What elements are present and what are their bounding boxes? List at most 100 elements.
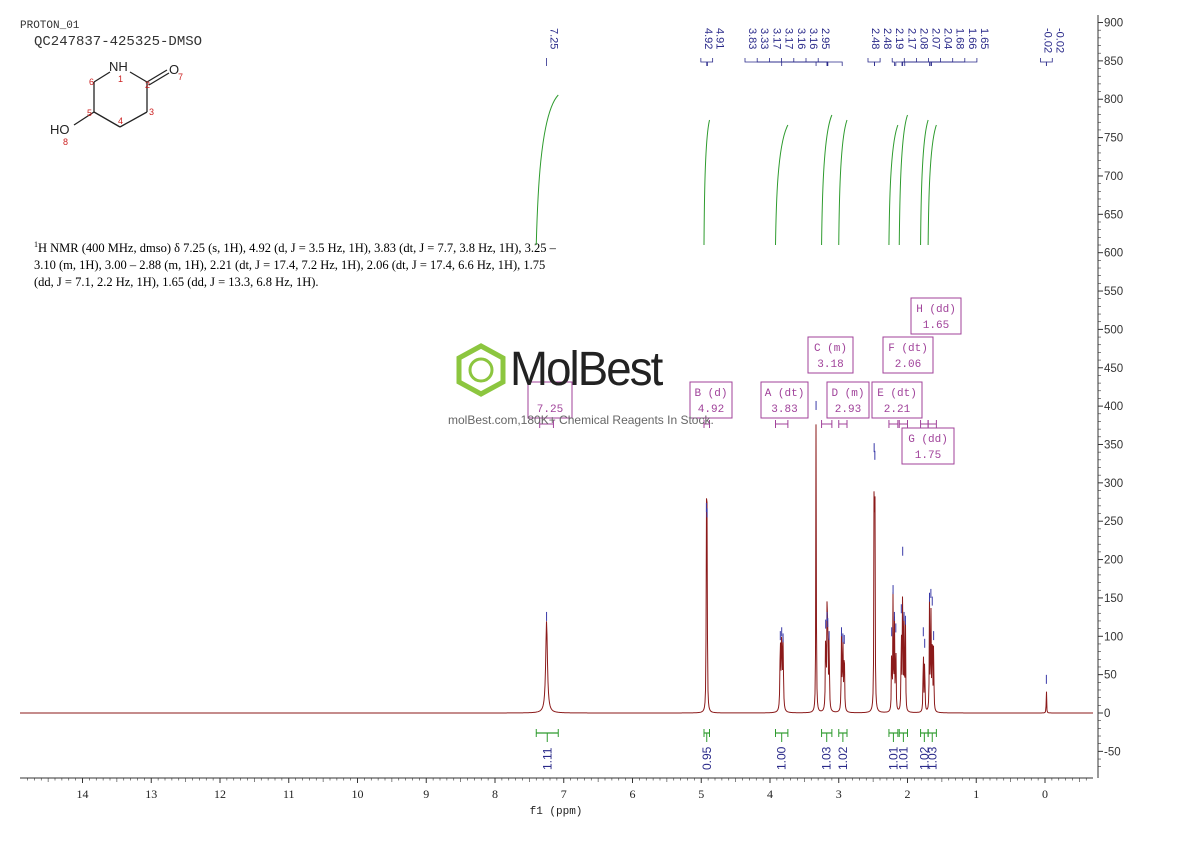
peak-label-leader bbox=[891, 58, 895, 66]
y-tick-label: 500 bbox=[1104, 324, 1123, 336]
peak-label: 2.48 bbox=[869, 28, 881, 49]
y-tick-label: 300 bbox=[1104, 478, 1123, 490]
y-tick-label: 0 bbox=[1104, 708, 1110, 720]
peak-label: 2.19 bbox=[893, 28, 905, 49]
integral-value: 1.03 bbox=[820, 746, 834, 770]
integral-curve bbox=[888, 124, 899, 246]
x-tick-label: 7 bbox=[561, 787, 567, 801]
integral-value: 1.02 bbox=[917, 746, 931, 770]
y-tick-label: 450 bbox=[1104, 363, 1123, 375]
peak-label: 3.83 bbox=[746, 28, 758, 49]
atom-number-1: 1 bbox=[118, 74, 123, 84]
y-tick-label: 100 bbox=[1104, 631, 1123, 643]
atom-number-3: 3 bbox=[149, 107, 154, 117]
atom-o: O bbox=[169, 62, 179, 77]
peak-label: -0.02 bbox=[1053, 28, 1065, 53]
y-tick-label: 700 bbox=[1104, 171, 1123, 183]
peak-label-leader bbox=[874, 58, 881, 66]
atom-number-5: 5 bbox=[87, 108, 92, 118]
multiplet-box bbox=[901, 427, 955, 465]
peak-label: 3.17 bbox=[783, 28, 795, 49]
peak-label: -0.02 bbox=[1041, 28, 1053, 53]
x-tick-label: 4 bbox=[767, 787, 773, 801]
y-tick-label: 600 bbox=[1104, 248, 1123, 260]
y-tick-label: 900 bbox=[1104, 18, 1123, 30]
multiplet-shift-label: 1.75 bbox=[915, 450, 941, 462]
peak-label-leader bbox=[931, 58, 978, 66]
peak-label-leader bbox=[1040, 58, 1047, 66]
x-tick-label: 9 bbox=[423, 787, 429, 801]
peak-label: 4.91 bbox=[714, 28, 726, 49]
integral-value: 1.01 bbox=[886, 746, 900, 770]
y-tick-label: 750 bbox=[1104, 133, 1123, 145]
multiplet-shift-label: 1.65 bbox=[923, 320, 949, 332]
integral-value: 1.00 bbox=[775, 746, 789, 770]
x-tick-label: 10 bbox=[352, 787, 364, 801]
multiplet-box bbox=[910, 297, 962, 335]
peak-label: 2.07 bbox=[930, 28, 942, 49]
integral-curve bbox=[898, 114, 908, 246]
x-tick-label: 3 bbox=[836, 787, 842, 801]
peak-label: 3.33 bbox=[758, 28, 770, 49]
multiplet-box bbox=[760, 381, 809, 419]
multiplet-box bbox=[826, 381, 870, 419]
y-tick-label: 800 bbox=[1104, 94, 1123, 106]
peak-label-leader bbox=[707, 58, 714, 66]
y-tick-label: 400 bbox=[1104, 401, 1123, 413]
y-tick-label: 650 bbox=[1104, 209, 1123, 221]
multiplet-type-label: C (m) bbox=[814, 343, 847, 355]
watermark-tagline: molBest.com,180K+ Chemical Reagents In S… bbox=[448, 413, 714, 427]
multiplet-shift-label: 2.21 bbox=[884, 404, 911, 416]
peak-label-leader bbox=[904, 58, 941, 66]
peak-label: 1.68 bbox=[954, 28, 966, 49]
integral-value: 0.95 bbox=[700, 746, 714, 770]
integral-value: 1.02 bbox=[836, 746, 850, 770]
peak-label-leader bbox=[895, 58, 905, 66]
peak-label: 3.17 bbox=[770, 28, 782, 49]
peak-label: 7.25 bbox=[548, 28, 560, 49]
x-tick-label: 8 bbox=[492, 787, 498, 801]
y-tick-label: 850 bbox=[1104, 56, 1123, 68]
x-tick-label: 14 bbox=[77, 787, 89, 801]
multiplet-type-label: A (dt) bbox=[765, 388, 805, 400]
y-tick-label: 200 bbox=[1104, 555, 1123, 567]
summary-line-3: (dd, J = 7.1, 2.2 Hz, 1H), 1.65 (dd, J =… bbox=[34, 275, 319, 290]
multiplet-box bbox=[807, 336, 854, 374]
sample-name: QC247837-425325-DMSO bbox=[34, 34, 203, 50]
atom-nh: NH bbox=[109, 59, 128, 74]
integral-curve bbox=[927, 124, 937, 246]
peak-label-leader bbox=[1045, 58, 1053, 66]
molecule-structure: NH O HO 1 2 3 4 5 6 7 8 bbox=[50, 59, 183, 147]
experiment-name: PROTON_01 bbox=[20, 20, 80, 32]
y-tick-label: 50 bbox=[1104, 670, 1117, 682]
multiplet-shift-label: 2.93 bbox=[835, 404, 861, 416]
peak-label: 2.48 bbox=[881, 28, 893, 49]
x-tick-label: 2 bbox=[905, 787, 911, 801]
nmr-summary-text: 1H NMR (400 MHz, dmso) δ 7.25 (s, 1H), 4… bbox=[34, 236, 604, 291]
multiplet-type-label: G (dd) bbox=[908, 434, 948, 446]
atom-number-8: 8 bbox=[63, 137, 68, 147]
multiplet-box bbox=[689, 381, 733, 419]
multiplet-shift-label: 4.92 bbox=[698, 404, 724, 416]
multiplet-shift-label: 3.18 bbox=[817, 359, 843, 371]
x-tick-label: 12 bbox=[214, 787, 226, 801]
atom-number-4: 4 bbox=[118, 116, 123, 126]
peak-label: 2.17 bbox=[905, 28, 917, 49]
atom-number-2: 2 bbox=[145, 80, 150, 90]
multiplet-box bbox=[882, 336, 934, 374]
integral-value: 1.01 bbox=[896, 746, 910, 770]
peak-label-leader bbox=[817, 58, 843, 66]
peak-label: 3.16 bbox=[795, 28, 807, 49]
atom-number-7: 7 bbox=[178, 72, 183, 82]
peak-label: 4.92 bbox=[702, 28, 714, 49]
summary-line-2: 3.10 (m, 1H), 3.00 – 2.88 (m, 1H), 2.21 … bbox=[34, 258, 546, 273]
y-tick-label: 150 bbox=[1104, 593, 1123, 605]
x-tick-label: 5 bbox=[698, 787, 704, 801]
multiplet-type-label: F (dt) bbox=[888, 343, 928, 355]
integral-curve bbox=[838, 119, 848, 246]
x-tick-label: 1 bbox=[973, 787, 979, 801]
multiplet-shift-label: 3.83 bbox=[771, 404, 797, 416]
peak-label: 2.08 bbox=[917, 28, 929, 49]
